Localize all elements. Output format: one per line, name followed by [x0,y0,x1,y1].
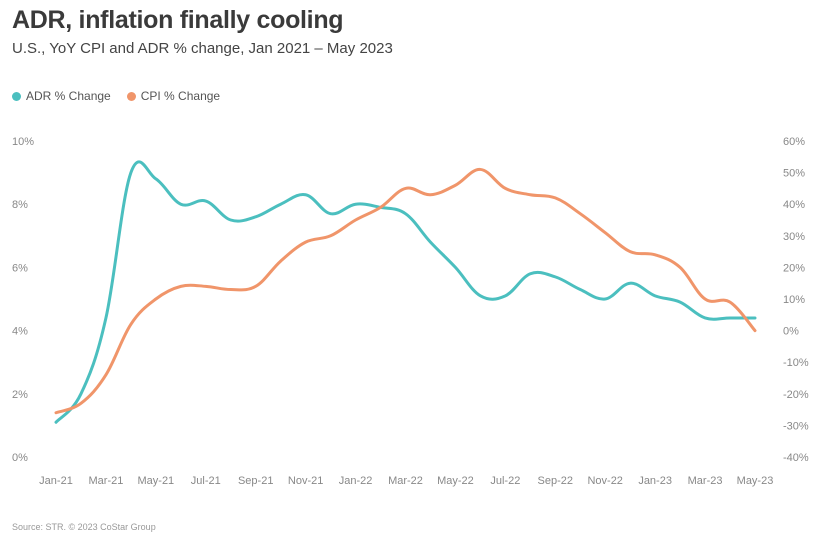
legend-marker-adr [12,91,21,101]
right-tick-label: -10% [783,357,809,369]
legend-marker-cpi [126,91,136,101]
x-tick-label: Sep-22 [538,475,573,487]
x-axis-ticks: Jan-21 Mar-21 May-21 Jul-21 Sep-21 Nov-21 Jan-… [39,475,773,487]
left-tick-label: 10% [12,136,34,148]
chart-legend: ADR % Change CPI % Change [12,89,236,103]
cpi-series-line [54,167,757,415]
x-tick-label: Mar-23 [688,475,723,487]
right-tick-label: 50% [783,168,805,180]
right-tick-label: -30% [783,420,809,432]
x-tick-label: Jan-23 [638,475,672,487]
right-tick-label: 0% [783,326,799,338]
adr-series-line [54,160,757,424]
legend-label-adr: ADR % Change [26,89,111,103]
right-axis-ticks: -40% -30% -20% -10% 0% 10% 20% 30% 40% 50% 60% [783,136,809,464]
x-tick-label: Nov-21 [288,475,323,487]
x-tick-label: Jul-21 [191,475,221,487]
x-tick-label: Sep-21 [238,475,273,487]
series-lines [54,160,757,424]
legend-label-cpi: CPI % Change [140,89,221,103]
left-tick-label: 4% [12,326,28,338]
legend-item-adr: ADR % Change [12,89,111,103]
left-axis-ticks: 0% 2% 4% 6% 8% 10% [12,136,34,464]
left-tick-label: 0% [12,452,28,464]
right-tick-label: 40% [783,199,805,211]
x-tick-label: May-22 [437,475,474,487]
source-note: Source: STR. © 2023 CoStar Group [12,522,156,532]
left-tick-label: 2% [12,389,28,401]
left-tick-label: 6% [12,262,28,274]
right-tick-label: 20% [783,262,805,274]
x-tick-label: May-21 [138,475,175,487]
right-tick-label: 30% [783,231,805,243]
chart-title: ADR, inflation finally cooling [12,6,344,34]
right-tick-label: 10% [783,294,805,306]
x-tick-label: Jan-22 [339,475,373,487]
chart-subtitle: U.S., YoY CPI and ADR % change, Jan 2021… [12,40,393,57]
right-tick-label: -40% [783,452,809,464]
x-tick-label: Mar-22 [388,475,423,487]
right-tick-label: -20% [783,389,809,401]
x-tick-label: Mar-21 [89,475,124,487]
x-tick-label: Nov-22 [587,475,622,487]
left-tick-label: 8% [12,199,28,211]
x-tick-label: May-23 [737,475,774,487]
x-tick-label: Jul-22 [490,475,520,487]
legend-item-cpi: CPI % Change [126,89,221,103]
x-tick-label: Jan-21 [39,475,73,487]
right-tick-label: 60% [783,136,805,148]
